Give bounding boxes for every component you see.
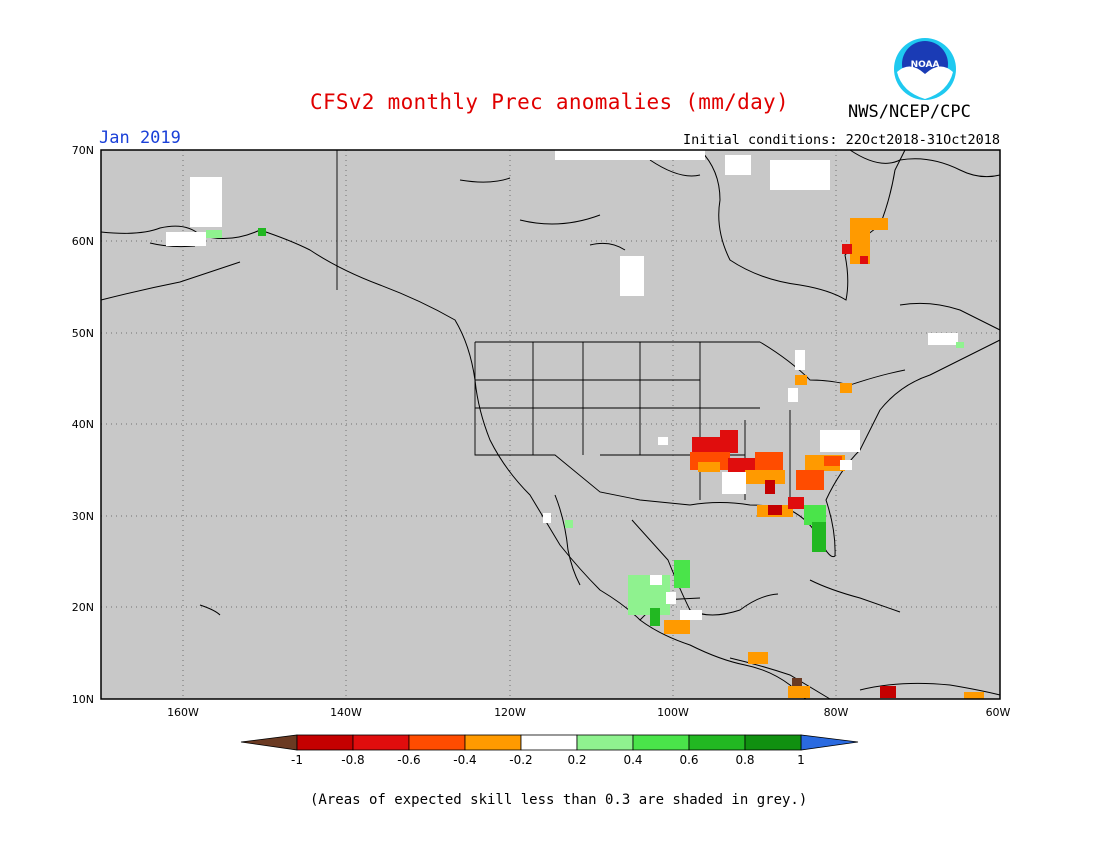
colorbar-box <box>576 734 634 751</box>
colorbar-box <box>296 734 354 751</box>
noaa-logo: NOAA <box>894 38 956 100</box>
colorbar-label: 0.2 <box>567 753 586 767</box>
org-label: NWS/NCEP/CPC <box>848 102 971 122</box>
colorbar-label: 1 <box>797 753 805 767</box>
colorbar-label: -0.8 <box>341 753 364 767</box>
lon-label: 120W <box>494 706 526 719</box>
lon-label: 80W <box>824 706 849 719</box>
lon-label: 100W <box>657 706 689 719</box>
colorbar-label: -0.6 <box>397 753 420 767</box>
colorbar-high-arrow <box>800 734 859 751</box>
coastlines <box>100 149 1001 700</box>
initial-conditions: Initial conditions: 22Oct2018-31Oct2018 <box>683 132 1000 148</box>
lon-label: 140W <box>330 706 362 719</box>
lat-label: 30N <box>72 510 94 523</box>
colorbar-labels: -1 -0.8 -0.6 -0.4 -0.2 0.2 0.4 0.6 0.8 1 <box>291 753 805 767</box>
colorbar-low-arrow <box>240 734 298 751</box>
map-frame <box>100 149 1001 700</box>
colorbar-box <box>408 734 466 751</box>
colorbar-label: 0.8 <box>735 753 754 767</box>
colorbar-label: -0.4 <box>453 753 476 767</box>
colorbar-label: -1 <box>291 753 303 767</box>
colorbar-label: 0.4 <box>623 753 642 767</box>
colorbar-boxes <box>296 734 802 751</box>
lat-label: 60N <box>72 235 94 248</box>
forecast-month: Jan 2019 <box>99 128 181 148</box>
lat-axis: 70N 60N 50N 40N 30N 20N 10N <box>72 144 94 706</box>
lat-label: 40N <box>72 418 94 431</box>
noaa-logo-text: NOAA <box>911 60 940 70</box>
colorbar-box <box>464 734 522 751</box>
lat-label: 70N <box>72 144 94 157</box>
colorbar-label: -0.2 <box>509 753 532 767</box>
lat-label: 50N <box>72 327 94 340</box>
lon-label: 60W <box>986 706 1011 719</box>
skill-footnote: (Areas of expected skill less than 0.3 a… <box>310 792 808 808</box>
colorbar-box <box>688 734 746 751</box>
lon-axis: 160W 140W 120W 100W 80W 60W <box>167 706 1010 719</box>
colorbar-box <box>632 734 690 751</box>
lon-label: 160W <box>167 706 199 719</box>
colorbar-box <box>744 734 802 751</box>
colorbar: -1 -0.8 -0.6 -0.4 -0.2 0.2 0.4 0.6 0.8 1 <box>240 734 859 767</box>
lat-label: 10N <box>72 693 94 706</box>
anomaly-cells <box>166 150 984 699</box>
colorbar-box <box>352 734 410 751</box>
chart-title: CFSv2 monthly Prec anomalies (mm/day) <box>310 90 789 114</box>
colorbar-box <box>520 734 578 751</box>
map-panel: 70N 60N 50N 40N 30N 20N 10N 160W 140W 12… <box>72 144 1011 719</box>
colorbar-label: 0.6 <box>679 753 698 767</box>
lat-label: 20N <box>72 601 94 614</box>
